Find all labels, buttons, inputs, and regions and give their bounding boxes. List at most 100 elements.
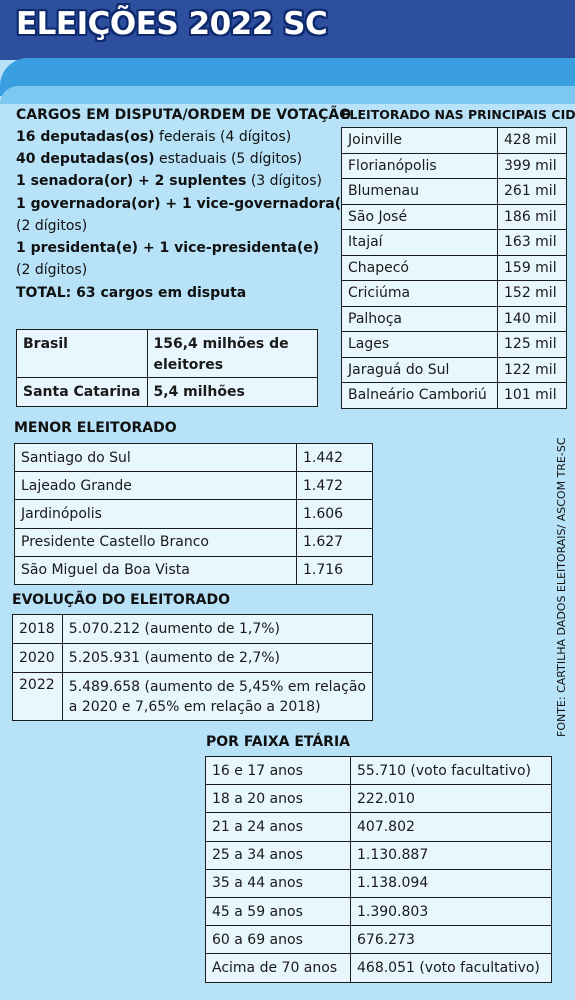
table-cell: 2018 xyxy=(12,614,63,644)
table-cell: 261 mil xyxy=(497,178,567,205)
table-cell: 5,4 milhões xyxy=(146,377,318,407)
table-cell: Joinville xyxy=(341,127,498,154)
table-cell: Presidente Castello Branco xyxy=(14,527,297,557)
table-cell: Jardinópolis xyxy=(14,499,297,529)
table-row: Santiago do Sul 1.442 xyxy=(14,442,373,473)
table-cell: Blumenau xyxy=(341,178,498,205)
table-row: 2018 5.070.212 (aumento de 1,7%) xyxy=(12,614,374,644)
table-cell: Santiago do Sul xyxy=(14,442,297,473)
table-cell: 1.627 xyxy=(296,527,373,557)
table-cell: Brasil xyxy=(16,329,148,378)
source-credit: FONTE: CARTILHA DADOS ELEITORAIS/ ASCOM … xyxy=(552,427,572,737)
table-row: Palhoça 140 mil xyxy=(341,305,567,332)
table-cell: 5.489.658 (aumento de 5,45% em relação a… xyxy=(61,672,374,721)
cargos-line: 16 deputadas(os) federais (4 dígitos) xyxy=(16,129,292,145)
table-cell: 152 mil xyxy=(497,280,567,307)
table-cell: Acima de 70 anos xyxy=(205,953,351,983)
source-text: FONTE: CARTILHA DADOS ELEITORAIS/ ASCOM … xyxy=(555,437,568,737)
table-row: São Miguel da Boa Vista 1.716 xyxy=(14,555,373,585)
table-cell: 407.802 xyxy=(350,812,552,842)
table-cell: 1.390.803 xyxy=(350,896,552,927)
table-cell: 428 mil xyxy=(497,127,567,154)
faixa-table: 16 e 17 anos 55.710 (voto facultativo) 18 … xyxy=(205,755,552,983)
table-row: Santa Catarina 5,4 milhões xyxy=(16,377,318,407)
page-title: ELEIÇÕES 2022 SC xyxy=(16,6,328,42)
faixa-title: POR FAIXA ETÁRIA xyxy=(206,734,351,750)
table-row: 2022 5.489.658 (aumento de 5,45% em rela… xyxy=(12,672,374,721)
table-cell: São Miguel da Boa Vista xyxy=(14,555,297,585)
table-cell: 60 a 69 anos xyxy=(205,925,351,955)
table-row: 2020 5.205.931 (aumento de 2,7%) xyxy=(12,643,374,673)
header-bar xyxy=(0,0,575,60)
table-cell: 16 e 17 anos xyxy=(205,755,351,786)
table-cell: 1.138.094 xyxy=(350,868,552,898)
table-cell: 2022 xyxy=(12,672,63,721)
table-row: Criciúma 152 mil xyxy=(341,280,567,307)
table-cell: 163 mil xyxy=(497,229,567,256)
table-row: Itajaí 163 mil xyxy=(341,229,567,256)
cargos-line: 1 senadora(or) + 2 suplentes (3 dígitos) xyxy=(16,173,323,189)
table-cell: 1.716 xyxy=(296,555,373,585)
evolucao-title: EVOLUÇÃO DO ELEITORADO xyxy=(12,592,230,608)
table-row: 45 a 59 anos 1.390.803 xyxy=(205,896,552,927)
table-cell: 468.051 (voto facultativo) xyxy=(350,953,552,983)
table-cell: 1.130.887 xyxy=(350,840,552,870)
table-row: Jardinópolis 1.606 xyxy=(14,499,373,529)
menor-title: MENOR ELEITORADO xyxy=(14,420,177,436)
table-cell: 45 a 59 anos xyxy=(205,896,351,927)
table-cell: 159 mil xyxy=(497,254,567,281)
cargos-total: TOTAL: 63 cargos em disputa xyxy=(16,285,247,301)
table-row: Brasil 156,4 milhões de eleitores xyxy=(16,329,318,378)
table-cell: 55.710 (voto facultativo) xyxy=(350,755,552,786)
table-row: Florianópolis 399 mil xyxy=(341,152,567,179)
table-cell: 399 mil xyxy=(497,152,567,179)
table-row: Blumenau 261 mil xyxy=(341,178,567,205)
table-row: Jaraguá do Sul 122 mil xyxy=(341,356,567,383)
table-cell: 676.273 xyxy=(350,925,552,955)
cargos-line: (2 dígitos) xyxy=(16,262,88,278)
table-cell: Balneário Camboriú xyxy=(341,382,498,409)
table-cell: 222.010 xyxy=(350,784,552,814)
cargos-line: 1 presidenta(e) + 1 vice-presidenta(e) xyxy=(16,240,320,256)
table-row: 18 a 20 anos 222.010 xyxy=(205,784,552,814)
table-cell: 140 mil xyxy=(497,305,567,332)
evolucao-text-line: a 2020 e 7,65% em relação a 2018) xyxy=(68,698,321,715)
table-cell: Lages xyxy=(341,331,498,358)
table-cell: 1.472 xyxy=(296,471,373,501)
table-cell: 125 mil xyxy=(497,331,567,358)
menor-table: Santiago do Sul 1.442 Lajeado Grande 1.472 J… xyxy=(14,442,373,585)
cidades-table: Joinville 428 mil Florianópolis 399 mil Blum… xyxy=(341,127,567,409)
table-row: São José 186 mil xyxy=(341,203,567,230)
table-cell: 5.205.931 (aumento de 2,7%) xyxy=(61,643,374,673)
header-wave-light xyxy=(0,86,575,104)
table-row: Presidente Castello Branco 1.627 xyxy=(14,527,373,557)
table-row: 25 a 34 anos 1.130.887 xyxy=(205,840,552,870)
table-cell: 2020 xyxy=(12,643,63,673)
table-row: 35 a 44 anos 1.138.094 xyxy=(205,868,552,898)
table-cell: Criciúma xyxy=(341,280,498,307)
table-row: Lajeado Grande 1.472 xyxy=(14,471,373,501)
table-cell: 35 a 44 anos xyxy=(205,868,351,898)
evolucao-table: 2018 5.070.212 (aumento de 1,7%) 2020 5.… xyxy=(12,614,374,721)
table-cell: 5.070.212 (aumento de 1,7%) xyxy=(61,614,374,644)
brasil-sc-table: Brasil 156,4 milhões de eleitores Santa … xyxy=(16,329,318,407)
table-cell: 21 a 24 anos xyxy=(205,812,351,842)
table-row: 21 a 24 anos 407.802 xyxy=(205,812,552,842)
table-cell: 101 mil xyxy=(497,382,567,409)
table-cell: 122 mil xyxy=(497,356,567,383)
table-cell: São José xyxy=(341,203,498,230)
table-cell: 156,4 milhões de eleitores xyxy=(146,329,318,378)
table-cell: 1.442 xyxy=(296,442,373,473)
table-cell: Florianópolis xyxy=(341,152,498,179)
table-cell: 25 a 34 anos xyxy=(205,840,351,870)
cargos-line: 40 deputadas(os) estaduais (5 dígitos) xyxy=(16,151,303,167)
table-cell: 1.606 xyxy=(296,499,373,529)
cargos-title: CARGOS EM DISPUTA/ORDEM DE VOTAÇÃO xyxy=(16,107,352,123)
table-cell: Palhoça xyxy=(341,305,498,332)
table-row: Lages 125 mil xyxy=(341,331,567,358)
table-cell: 18 a 20 anos xyxy=(205,784,351,814)
table-row: Chapecó 159 mil xyxy=(341,254,567,281)
evolucao-text-line: 5.489.658 (aumento de 5,45% em relação xyxy=(68,678,366,695)
table-row: 60 a 69 anos 676.273 xyxy=(205,925,552,955)
